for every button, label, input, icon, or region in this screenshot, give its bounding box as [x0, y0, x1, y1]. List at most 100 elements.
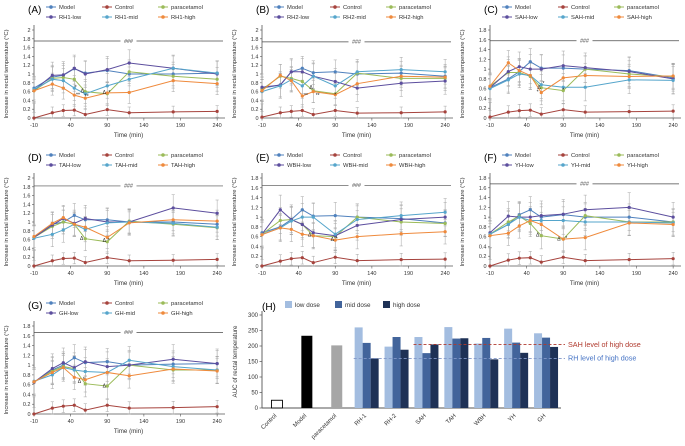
x-tick-label: 140: [367, 123, 376, 129]
x-tick-label: -10: [30, 419, 38, 425]
series-line-YH-high: [489, 219, 674, 240]
marker-RH1-high: [72, 93, 76, 97]
legend-item-YH-mid: YH-mid: [558, 163, 590, 169]
marker-RH2-high: [300, 94, 304, 98]
legend-label: Control: [115, 153, 134, 159]
legend-marker: [49, 311, 53, 315]
x-tick-label: -10: [486, 123, 494, 129]
marker-RH1-high: [32, 89, 36, 93]
marker-Control: [311, 260, 315, 265]
sig-label-bg: [120, 182, 137, 190]
legend-marker: [105, 163, 109, 167]
marker-WBH-mid: [443, 210, 447, 214]
marker-Model: [399, 71, 403, 75]
y-tick-label: 0.2: [251, 254, 259, 260]
x-tick-label: 190: [176, 123, 185, 129]
x-tick-label: 240: [213, 123, 222, 129]
marker-RH1-low: [61, 73, 65, 77]
annotation: Δ: [103, 238, 107, 244]
marker-paracetamol: [83, 237, 87, 241]
series-markers-RH1-high: [32, 79, 219, 100]
x-tick-label: -10: [258, 271, 266, 277]
x-tick-label: 90: [560, 271, 566, 277]
bar-RH-1-low: [354, 327, 363, 408]
sig-label-bg: [120, 329, 137, 336]
marker-Control: [488, 115, 492, 119]
x-tick-label: -10: [258, 123, 266, 129]
marker-YH-low: [583, 208, 587, 212]
bar-SAH-mid: [422, 353, 431, 408]
marker-SAH-high: [671, 74, 675, 78]
annotation: *: [108, 238, 110, 244]
marker-Control: [528, 108, 532, 112]
marker-WBH-high: [333, 238, 337, 242]
marker-Model: [215, 222, 219, 226]
marker-WBH-high: [443, 230, 447, 234]
bar-GH-high: [550, 346, 559, 408]
x-tick-label: 190: [404, 271, 413, 277]
bar-YH-mid: [512, 342, 521, 408]
marker-Control: [399, 258, 403, 262]
marker-Control: [517, 256, 521, 260]
y-tick-label: 0.4: [251, 244, 259, 250]
legend-item-high-dose: high dose: [383, 301, 421, 309]
legend-label: RH2-low: [287, 15, 310, 21]
legend-marker: [561, 15, 565, 19]
marker-GH-low: [105, 364, 109, 369]
marker-paracetamol: [72, 77, 76, 81]
marker-YH-high: [506, 231, 510, 235]
y-tick-label: 1.6: [23, 194, 31, 200]
y-tick-label: 0.2: [23, 402, 31, 408]
errorbars-YH-high: [488, 208, 675, 252]
marker-TAH-mid: [215, 225, 219, 229]
legend-label: paracetamol: [627, 153, 659, 159]
x-axis-title: Time (min): [114, 428, 143, 435]
legend-label: Control: [115, 5, 134, 11]
marker-Control: [171, 258, 175, 262]
errorbars-Model: [32, 56, 219, 101]
y-tick-label: 0.6: [251, 235, 259, 241]
series-line-Control: [489, 256, 674, 267]
x-tick-label: 240: [213, 271, 222, 277]
panel-c-chart: 0 0.2 0.4 0.6 0.8 1 1.2 1.4 1.6 1.8 -10 40 90 140 190 2…: [460, 5, 681, 139]
legend-item-WBH-mid: WBH-mid: [330, 163, 368, 169]
marker-TAH-high: [105, 235, 109, 239]
x-tick-label: 140: [139, 419, 148, 425]
y-tick-label: 1.8: [251, 37, 259, 43]
x-tick-label: 40: [524, 123, 530, 129]
y-tick-label: 1.8: [251, 176, 259, 182]
legend-marker: [277, 5, 281, 9]
legend-label: high dose: [393, 302, 421, 309]
legend-item-Control: Control: [558, 153, 590, 159]
marker-TAH-high: [72, 222, 76, 226]
x-tick-label: 140: [139, 271, 148, 277]
series-line-TAH-high: [33, 217, 218, 238]
legend-item-Model: Model: [46, 153, 75, 159]
legend-label: YH-high: [627, 163, 648, 169]
marker-RH1-low: [105, 68, 109, 72]
x-tick-label: 140: [139, 123, 148, 129]
legend-marker: [161, 15, 165, 19]
panel-letter: (B): [256, 5, 269, 16]
legend-label: paracetamol: [399, 5, 431, 11]
bar-paracetamol: [331, 345, 343, 408]
marker-RH2-high: [355, 82, 359, 86]
marker-SAH-mid: [506, 78, 510, 82]
marker-RH1-mid: [61, 79, 65, 83]
legend-item-low-dose: low dose: [285, 301, 320, 309]
legend-label: Control: [343, 153, 362, 159]
marker-Control: [443, 257, 447, 261]
errorbars-paracetamol: [32, 59, 219, 106]
x-tick-label: 90: [560, 123, 566, 129]
legend-marker: [333, 5, 337, 9]
annotation: **: [316, 93, 320, 99]
marker-Control: [289, 257, 293, 261]
y-axis-title: Increase in rectal temperature (°C): [232, 29, 238, 118]
y-tick-label: 1.6: [251, 46, 259, 52]
marker-paracetamol: [83, 90, 87, 94]
marker-Model: [528, 208, 532, 212]
marker-paracetamol: [627, 72, 631, 76]
marker-paracetamol: [399, 220, 403, 224]
marker-WBH-high: [278, 226, 282, 230]
series-line-RH2-mid: [261, 69, 446, 93]
